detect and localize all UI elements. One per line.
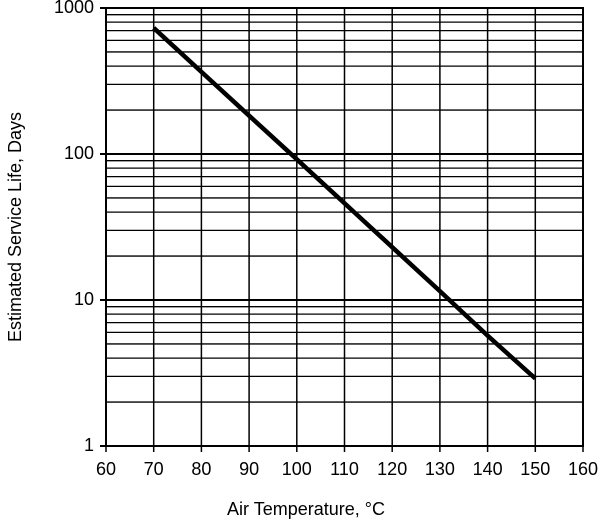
y-tick-label: 1000 xyxy=(54,0,94,17)
x-tick-label: 80 xyxy=(191,459,211,479)
y-tick-label: 100 xyxy=(64,143,94,163)
y-tick-label: 10 xyxy=(74,289,94,309)
x-tick-label: 100 xyxy=(282,459,312,479)
data-line xyxy=(152,26,537,381)
plot-frame xyxy=(105,7,584,447)
y-axis-label: Estimated Service Life, Days xyxy=(5,112,25,342)
x-tick-label: 70 xyxy=(144,459,164,479)
x-tick-label: 110 xyxy=(330,459,359,479)
x-tick-label: 160 xyxy=(568,459,598,479)
x-tick-label: 90 xyxy=(239,459,259,479)
x-axis-label: Air Temperature, °C xyxy=(227,499,385,519)
x-tick-label: 120 xyxy=(377,459,407,479)
x-tick-label: 150 xyxy=(520,459,550,479)
x-tick-label: 130 xyxy=(425,459,455,479)
x-tick-label: 60 xyxy=(96,459,116,479)
y-tick-label: 1 xyxy=(84,435,94,455)
x-tick-label: 140 xyxy=(473,459,503,479)
